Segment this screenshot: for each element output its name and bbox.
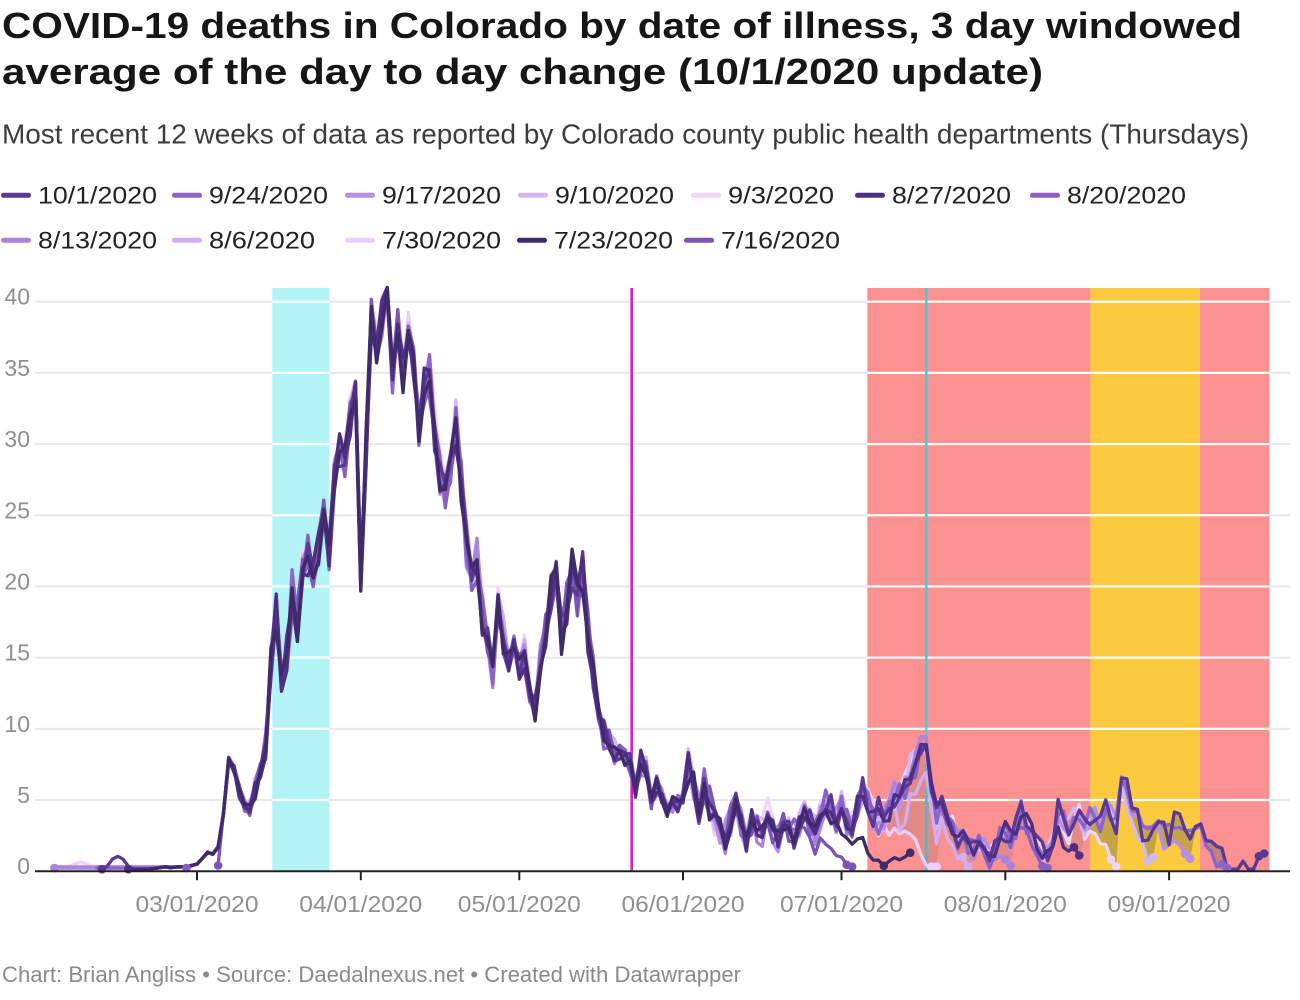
svg-text:05/01/2020: 05/01/2020 [458,891,581,917]
svg-text:average of the day to day chan: average of the day to day change (10/1/2… [2,51,1043,92]
svg-text:8/20/2020: 8/20/2020 [1067,182,1186,209]
svg-text:15: 15 [4,640,30,666]
svg-text:7/23/2020: 7/23/2020 [554,227,673,254]
svg-text:Chart: Brian Angliss • Source:: Chart: Brian Angliss • Source: Daedalnex… [2,962,741,987]
svg-text:10/1/2020: 10/1/2020 [38,182,157,209]
svg-text:9/24/2020: 9/24/2020 [209,182,328,209]
svg-text:8/13/2020: 8/13/2020 [38,227,157,254]
svg-text:9/17/2020: 9/17/2020 [382,182,501,209]
svg-text:10: 10 [4,711,30,737]
svg-text:35: 35 [4,355,30,381]
svg-text:7/16/2020: 7/16/2020 [721,227,840,254]
svg-text:9/3/2020: 9/3/2020 [728,182,834,209]
svg-text:9/10/2020: 9/10/2020 [555,182,674,209]
svg-text:Most recent 12 weeks of data a: Most recent 12 weeks of data as reported… [2,119,1249,150]
svg-text:30: 30 [4,426,30,452]
svg-text:7/30/2020: 7/30/2020 [382,227,501,254]
svg-text:09/01/2020: 09/01/2020 [1108,891,1231,917]
svg-text:20: 20 [4,569,30,595]
svg-text:8/6/2020: 8/6/2020 [209,227,315,254]
svg-text:08/01/2020: 08/01/2020 [944,891,1067,917]
svg-text:03/01/2020: 03/01/2020 [136,891,259,917]
svg-text:5: 5 [17,782,30,808]
svg-text:8/27/2020: 8/27/2020 [892,182,1011,209]
svg-text:06/01/2020: 06/01/2020 [622,891,745,917]
svg-text:COVID-19 deaths in Colorado by: COVID-19 deaths in Colorado by date of i… [2,5,1242,46]
svg-text:40: 40 [4,284,30,310]
svg-text:0: 0 [17,853,30,879]
svg-text:25: 25 [4,497,30,523]
svg-text:04/01/2020: 04/01/2020 [299,891,422,917]
svg-text:07/01/2020: 07/01/2020 [780,891,903,917]
